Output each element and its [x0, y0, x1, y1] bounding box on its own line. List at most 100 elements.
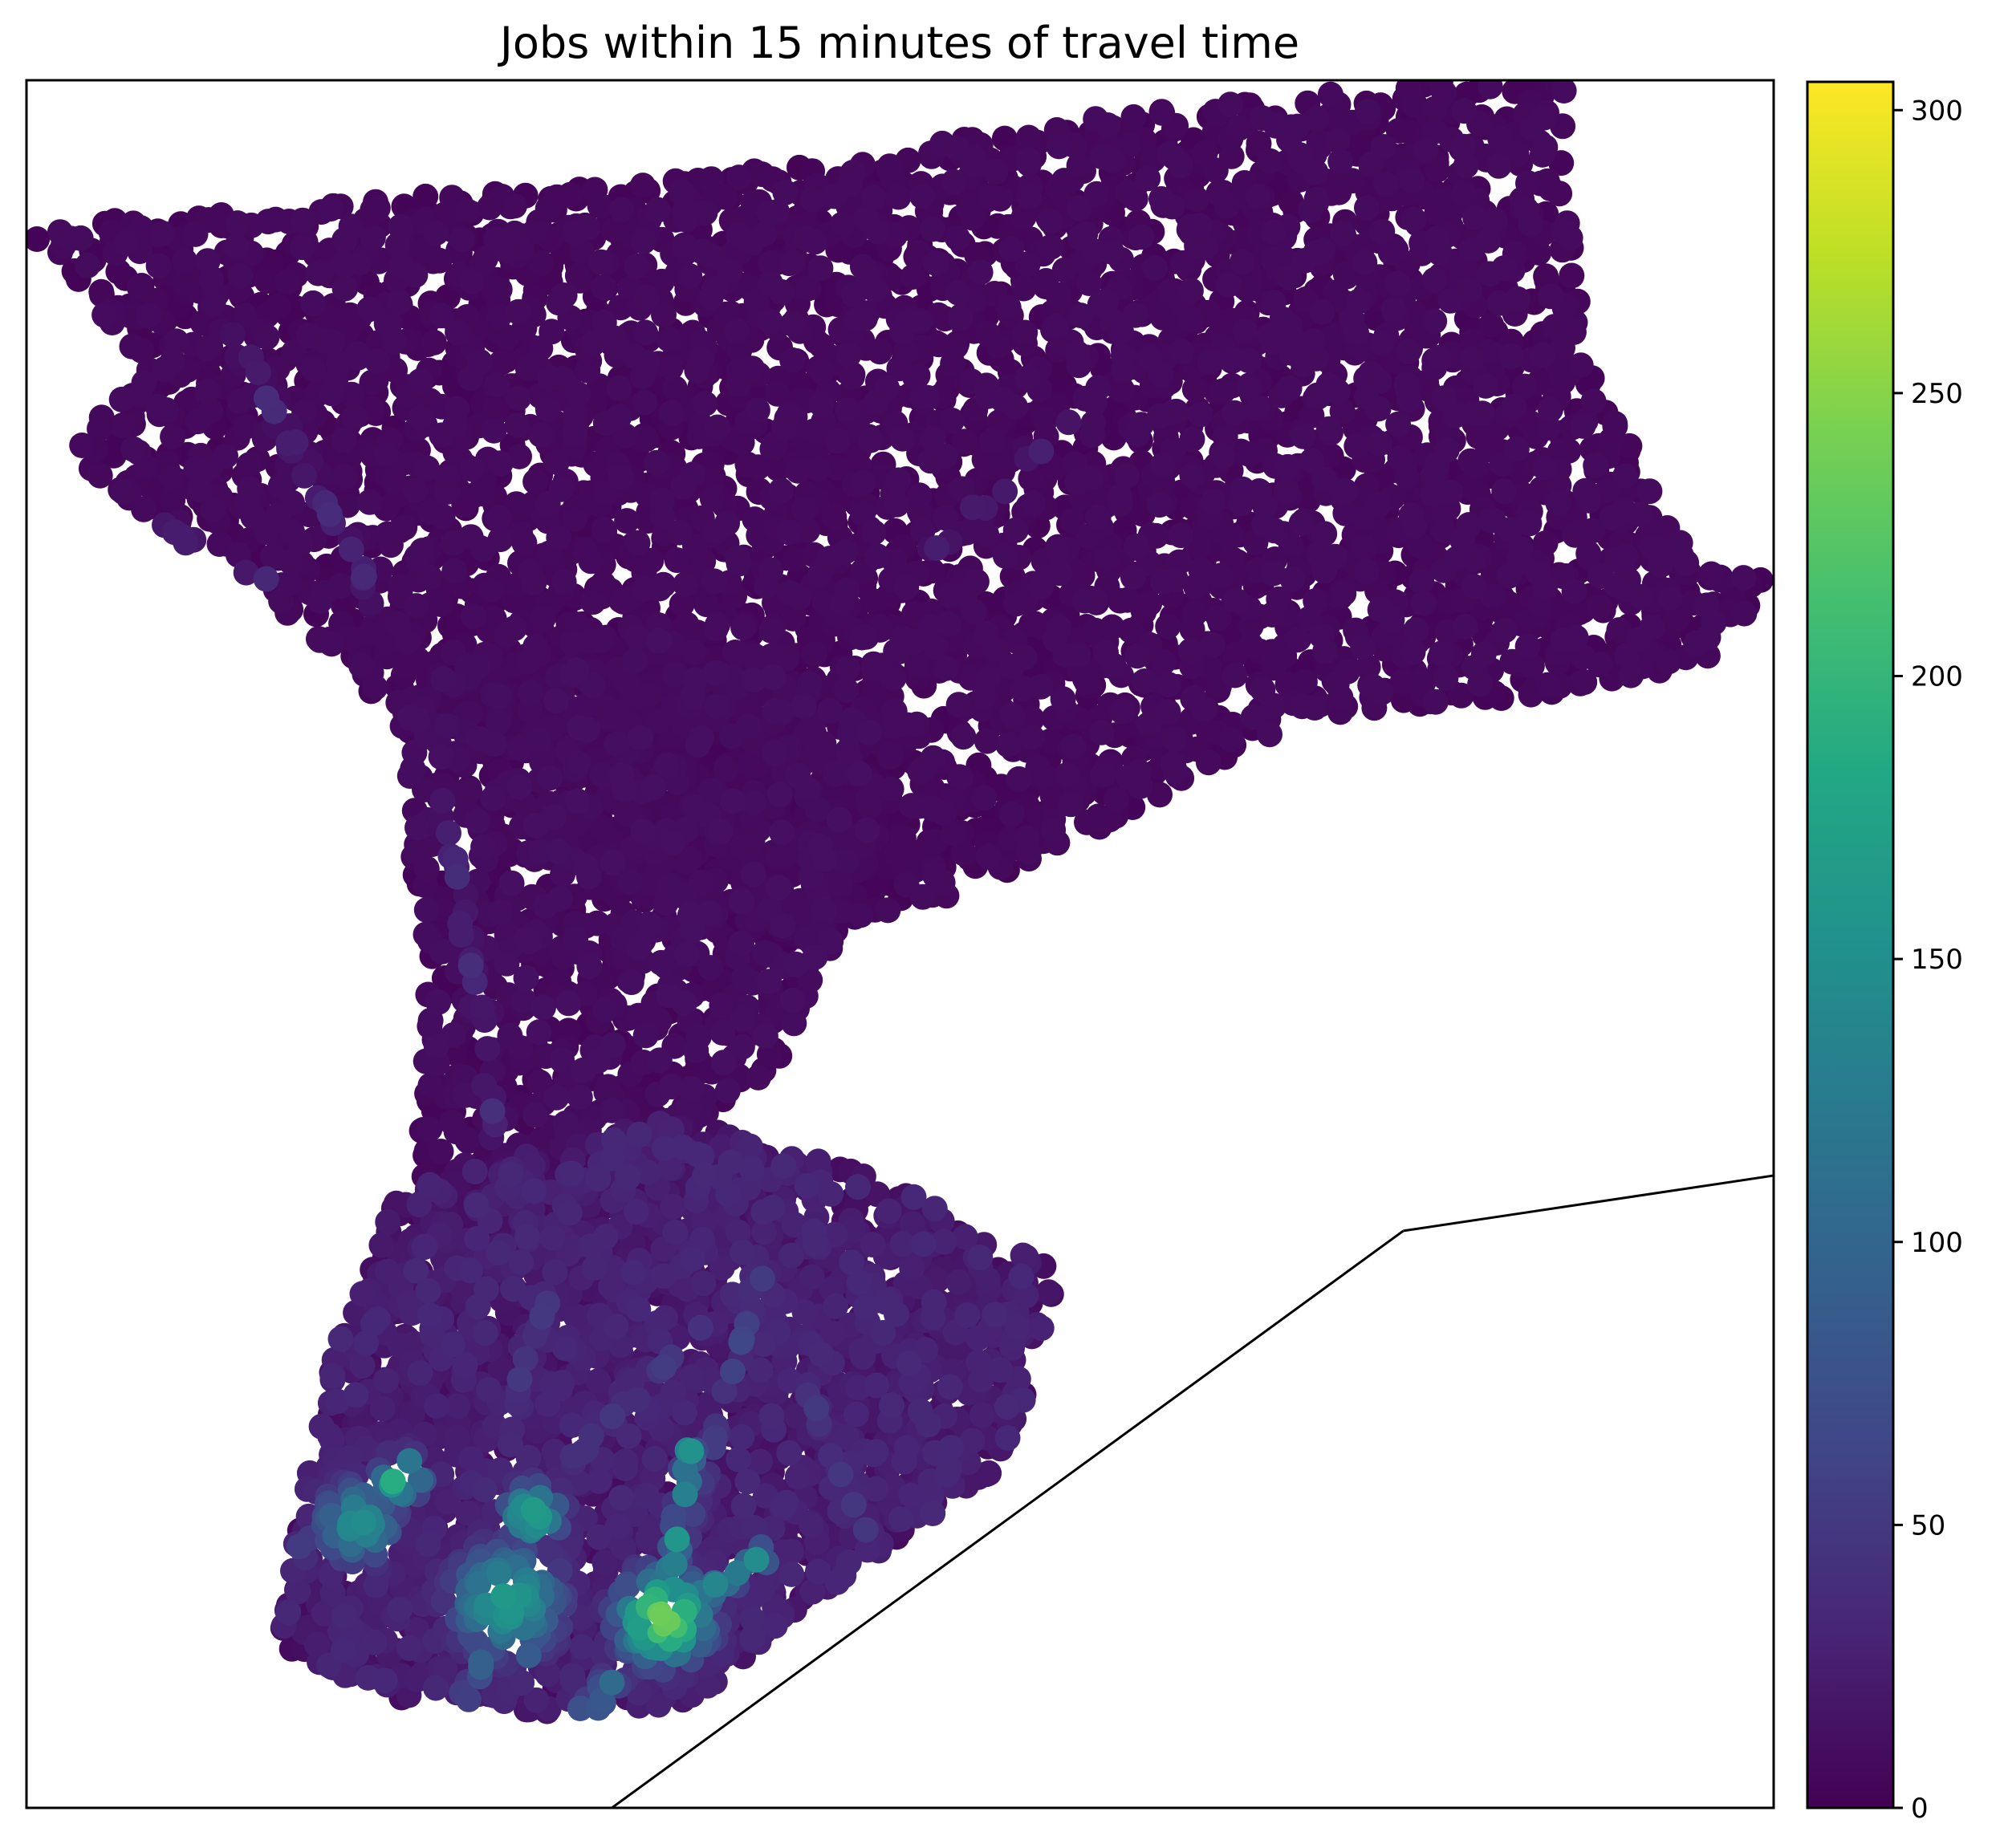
scatter-point: [1141, 255, 1168, 282]
scatter-point: [1149, 569, 1176, 595]
scatter-point: [505, 299, 531, 325]
scatter-point: [1299, 448, 1325, 474]
scatter-point: [1367, 596, 1393, 623]
scatter-point: [1261, 654, 1287, 680]
scatter-point: [1124, 643, 1150, 669]
scatter-point: [1222, 400, 1248, 426]
scatter-point: [1603, 571, 1629, 598]
scatter-point: [454, 1127, 481, 1153]
scatter-point: [860, 519, 887, 546]
scatter-point: [657, 355, 684, 381]
scatter-point: [1177, 638, 1204, 664]
scatter-point: [1083, 106, 1109, 132]
scatter-point: [1400, 639, 1426, 665]
scatter-point: [864, 543, 891, 570]
scatter-point: [182, 221, 209, 247]
scatter-point: [779, 347, 806, 373]
scatter-point: [1366, 368, 1392, 395]
scatter-point: [684, 357, 710, 384]
scatter-point: [1398, 502, 1425, 529]
scatter-point: [1535, 672, 1561, 698]
scatter-point: [867, 339, 893, 365]
scatter-point: [1698, 561, 1725, 587]
scatter-point: [1177, 306, 1204, 332]
scatter-point: [276, 571, 303, 597]
scatter-point: [632, 319, 658, 346]
scatter-point: [1486, 152, 1512, 179]
scatter-point: [457, 524, 484, 550]
scatter-point: [1155, 699, 1181, 725]
scatter-point: [331, 275, 358, 302]
scatter-point: [1222, 662, 1248, 688]
scatter-point: [1459, 346, 1485, 372]
scatter-point: [429, 303, 455, 329]
scatter-point: [1100, 148, 1126, 173]
scatter-point: [1146, 492, 1173, 518]
scatter-point: [975, 843, 1002, 870]
scatter-point: [1208, 563, 1234, 589]
chart-title: Jobs within 15 minutes of travel time: [498, 18, 1299, 68]
scatter-point: [974, 728, 1000, 754]
scatter-point: [149, 220, 176, 246]
scatter-point: [548, 476, 575, 502]
scatter-point: [768, 477, 795, 504]
scatter-point: [289, 234, 315, 261]
scatter-point: [1419, 481, 1445, 507]
scatter-point: [1614, 642, 1640, 668]
scatter-point: [907, 308, 933, 334]
scatter-point: [1050, 686, 1076, 713]
scatter-point: [1150, 649, 1177, 676]
scatter-point: [1693, 592, 1720, 619]
scatter-point: [1276, 376, 1303, 401]
scatter-point: [386, 289, 412, 315]
scatter-point: [821, 183, 848, 209]
scatter-point: [848, 902, 874, 928]
scatter-point: [777, 580, 803, 606]
scatter-point: [999, 702, 1026, 729]
scatter-point: [624, 253, 650, 279]
scatter-point: [145, 253, 172, 279]
scatter-point: [875, 897, 901, 924]
scatter-point: [300, 290, 327, 316]
scatter-point: [613, 798, 640, 825]
scatter-point: [403, 839, 429, 865]
scatter-point: [770, 414, 797, 441]
scatter-point: [1040, 817, 1067, 843]
scatter-point: [995, 732, 1022, 758]
scatter-point: [630, 173, 656, 199]
scatter-point: [608, 464, 634, 490]
scatter-point: [1263, 112, 1290, 139]
scatter-point: [1380, 297, 1407, 323]
scatter-point: [992, 542, 1018, 569]
scatter-point: [1514, 633, 1541, 660]
scatter-point: [1093, 288, 1120, 314]
scatter-point: [807, 255, 834, 282]
scatter-point: [1351, 535, 1377, 561]
scatter-point: [1575, 540, 1602, 567]
scatter-point: [69, 433, 96, 458]
scatter-point: [633, 284, 660, 311]
scatter-point: [1122, 302, 1148, 328]
scatter-point: [670, 473, 696, 500]
scatter-point: [974, 321, 1001, 347]
scatter-point: [1002, 517, 1029, 543]
scatter-point: [906, 483, 933, 510]
scatter-point: [1395, 377, 1421, 403]
scatter-point: [1278, 340, 1305, 366]
scatter-point: [817, 546, 843, 571]
scatter-point: [668, 179, 694, 205]
scatter-point: [1168, 522, 1194, 549]
scatter-point: [1288, 510, 1315, 537]
scatter-point: [1475, 227, 1502, 254]
scatter-point: [673, 571, 699, 598]
scatter-point: [744, 397, 770, 424]
scatter-point: [1193, 233, 1219, 259]
scatter-point: [478, 577, 504, 603]
scatter-point: [1094, 546, 1120, 572]
scatter-point: [880, 665, 907, 692]
scatter-point: [945, 225, 970, 251]
scatter-point: [890, 825, 917, 851]
scatter-point: [1181, 600, 1208, 627]
scatter-point: [1257, 148, 1283, 174]
scatter-point: [739, 828, 766, 855]
